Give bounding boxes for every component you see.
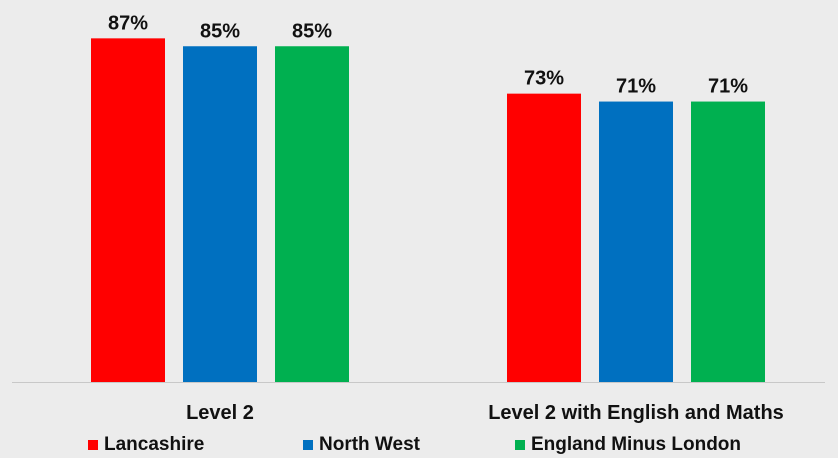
bar-north-west-level-2-with-english-and-maths [599, 101, 673, 383]
data-label-lancashire-level-2-with-english-and-maths: 73% [524, 68, 564, 90]
legend-swatch-england-minus-london [515, 440, 525, 450]
data-label-england-minus-london-level-2-with-english-and-maths: 71% [708, 76, 748, 98]
legend-swatch-north-west [303, 440, 313, 450]
legend-label-england-minus-london: England Minus London [531, 434, 742, 455]
bar-england-minus-london-level-2 [275, 46, 349, 382]
category-label-level-2: Level 2 [186, 402, 254, 424]
legend: Lancashire North West England Minus Lond… [0, 434, 838, 458]
legend-label-lancashire: Lancashire [104, 434, 205, 455]
legend-item-lancashire: Lancashire [88, 434, 204, 456]
data-label-north-west-level-2-with-english-and-maths: 71% [616, 76, 656, 98]
legend-label-north-west: North West [319, 434, 420, 455]
bar-north-west-level-2 [183, 46, 257, 382]
legend-item-england-minus-london: England Minus London [515, 434, 741, 456]
legend-swatch-lancashire [88, 440, 98, 450]
legend-item-north-west: North West [303, 434, 420, 456]
bar-england-minus-london-level-2-with-english-and-maths [691, 101, 765, 383]
bar-lancashire-level-2-with-english-and-maths [507, 93, 581, 383]
bar-lancashire-level-2 [91, 38, 165, 382]
data-label-lancashire-level-2: 87% [108, 12, 148, 34]
category-label-level-2-with-english-and-maths: Level 2 with English and Maths [488, 402, 784, 424]
data-label-north-west-level-2: 85% [200, 20, 240, 42]
data-label-england-minus-london-level-2: 85% [292, 20, 332, 42]
